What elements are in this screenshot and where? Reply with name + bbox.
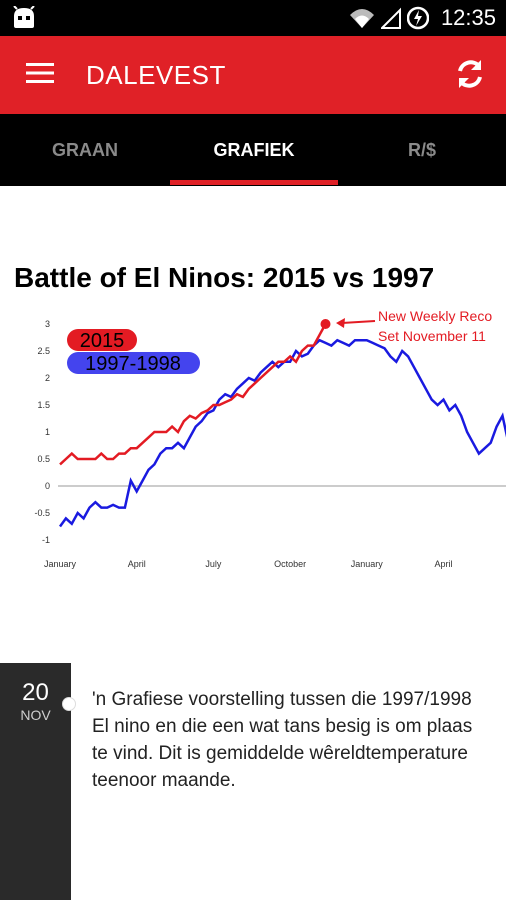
signal-icon bbox=[380, 7, 401, 29]
x-tick-label: July bbox=[205, 559, 222, 569]
tab-rand-dollar[interactable]: R/$ bbox=[407, 139, 436, 160]
annotation-arrow-line bbox=[341, 320, 376, 324]
tab-grafiek[interactable]: GRAFIEK bbox=[213, 139, 295, 160]
android-bot-icon bbox=[13, 6, 35, 28]
record-point-2015 bbox=[320, 319, 331, 329]
tab-bar: GRAAN GRAFIEK R/$ bbox=[0, 114, 506, 186]
y-tick-label: 1.5 bbox=[37, 400, 50, 410]
x-tick-label: April bbox=[128, 559, 146, 569]
legend-swatch-2015 bbox=[67, 329, 137, 351]
legend-swatch-1997-1998 bbox=[67, 352, 200, 374]
line-chart: 3 2.5 2 1.5 1 0.5 0 -0.5 -1 January April July Octo… bbox=[34, 308, 506, 569]
chart-title: Battle of El Ninos: 2015 vs 1997 bbox=[14, 262, 435, 293]
post-date: 20 NOV bbox=[0, 663, 71, 900]
legend-label-2015: 2015 bbox=[80, 330, 125, 352]
post-month: NOV bbox=[20, 707, 51, 723]
y-tick-label: -1 bbox=[42, 535, 50, 545]
y-tick-label: 2 bbox=[45, 373, 50, 383]
app-title: DALEVEST bbox=[86, 60, 226, 90]
status-bar: 12:35 bbox=[0, 0, 506, 36]
y-tick-label: 0.5 bbox=[37, 454, 50, 464]
x-tick-label: January bbox=[44, 559, 77, 569]
y-tick-label: 0 bbox=[45, 481, 50, 491]
tab-graan[interactable]: GRAAN bbox=[52, 139, 118, 160]
x-tick-label: October bbox=[274, 559, 306, 569]
active-tab-indicator bbox=[170, 180, 338, 185]
x-tick-label: April bbox=[434, 559, 452, 569]
post-description: 'n Grafiese voorstelling tussen die 1997… bbox=[92, 689, 473, 791]
x-tick-label: January bbox=[351, 559, 384, 569]
timeline-dot bbox=[62, 697, 76, 711]
battery-charging-icon bbox=[406, 6, 429, 30]
y-tick-label: 1 bbox=[45, 427, 50, 437]
annotation-line-1: New Weekly Reco bbox=[378, 308, 492, 324]
y-tick-label: -0.5 bbox=[34, 508, 50, 518]
app-bar: DALEVEST bbox=[0, 36, 506, 114]
y-tick-label: 3 bbox=[45, 319, 50, 329]
refresh-icon[interactable] bbox=[452, 56, 488, 92]
series-line-1997-1998 bbox=[58, 338, 506, 528]
annotation-line-2: Set November 11 bbox=[378, 328, 486, 344]
y-tick-label: 2.5 bbox=[37, 346, 50, 356]
menu-icon[interactable] bbox=[26, 62, 54, 84]
post-day: 20 bbox=[22, 679, 49, 706]
status-time: 12:35 bbox=[440, 5, 496, 30]
legend-label-1997-1998: 1997-1998 bbox=[85, 353, 181, 375]
series-line-2015 bbox=[59, 323, 327, 466]
wifi-icon bbox=[349, 9, 374, 28]
annotation-arrow-head bbox=[336, 318, 345, 328]
